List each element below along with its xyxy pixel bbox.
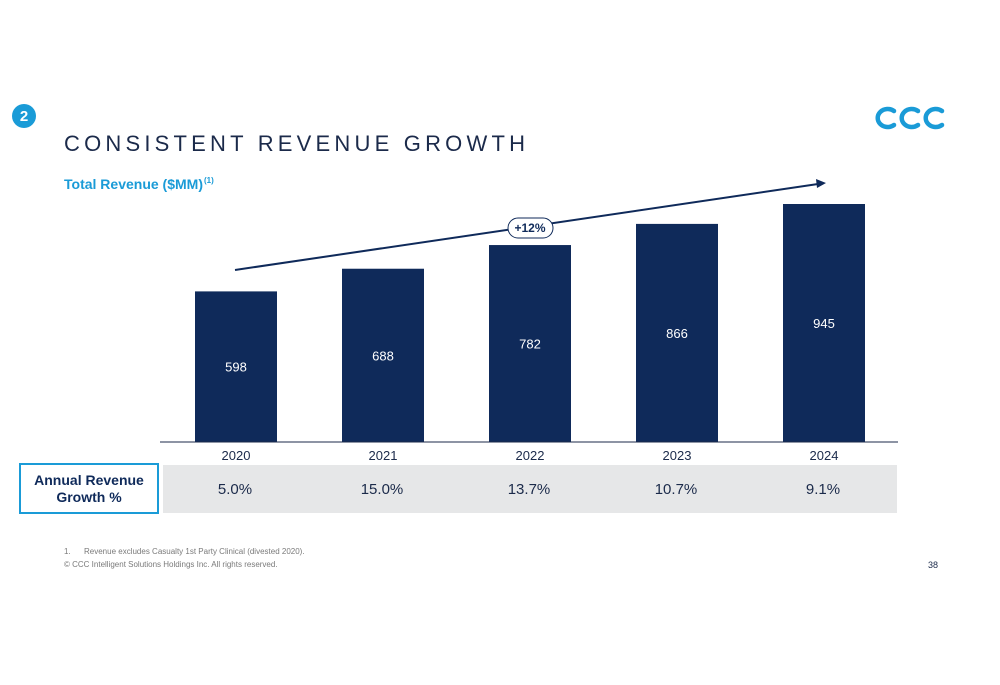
growth-cell-2022: 13.7% [507,480,551,498]
bar-value-label-2021: 688 [372,348,394,363]
bar-2021 [342,268,424,442]
copyright-notice: © CCC Intelligent Solutions Holdings Inc… [64,560,278,569]
footnote-text: Revenue excludes Casualty 1st Party Clin… [84,547,305,556]
page-number: 38 [928,560,939,570]
bar-value-label-2023: 866 [666,326,688,341]
annual-growth-label-text: Annual Revenue Growth % [34,471,144,505]
bar-2023 [636,223,718,442]
bar-value-label-2022: 782 [519,337,541,352]
bar-value-label-2024: 945 [813,316,835,331]
bar-2020 [195,291,277,442]
trend-annotation-label: +12% [514,221,545,235]
growth-cell-2024: 9.1% [805,480,841,498]
page-title: CONSISTENT REVENUE GROWTH [64,131,530,156]
chart-title: Total Revenue ($MM)(1) [64,176,214,192]
trend-arrow-head [816,179,826,188]
x-tick-label-2023: 2023 [663,448,692,463]
x-tick-label-2024: 2024 [810,448,839,463]
growth-cell-2021: 15.0% [360,480,404,498]
footnote-number: 1. [64,547,71,556]
footnote: 1. Revenue excludes Casualty 1st Party Cl… [64,547,305,556]
bar-2024 [783,204,865,442]
annual-growth-row: 5.0% 15.0% 13.7% 10.7% 9.1% [163,465,897,513]
section-number-badge: 2 [12,104,36,128]
growth-cell-2020: 5.0% [217,480,253,498]
chart-title-footnote-ref: (1) [203,176,214,185]
bar-2022 [489,245,571,442]
x-tick-label-2022: 2022 [516,448,545,463]
trend-annotation-bubble [507,217,554,239]
growth-cell-2023: 10.7% [654,480,698,498]
x-tick-label-2020: 2020 [222,448,251,463]
chart-title-text: Total Revenue ($MM) [64,176,203,192]
x-tick-label-2021: 2021 [369,448,398,463]
ccc-logo [875,106,945,130]
annual-growth-label: Annual Revenue Growth % [19,463,159,514]
bar-value-label-2020: 598 [225,360,247,375]
